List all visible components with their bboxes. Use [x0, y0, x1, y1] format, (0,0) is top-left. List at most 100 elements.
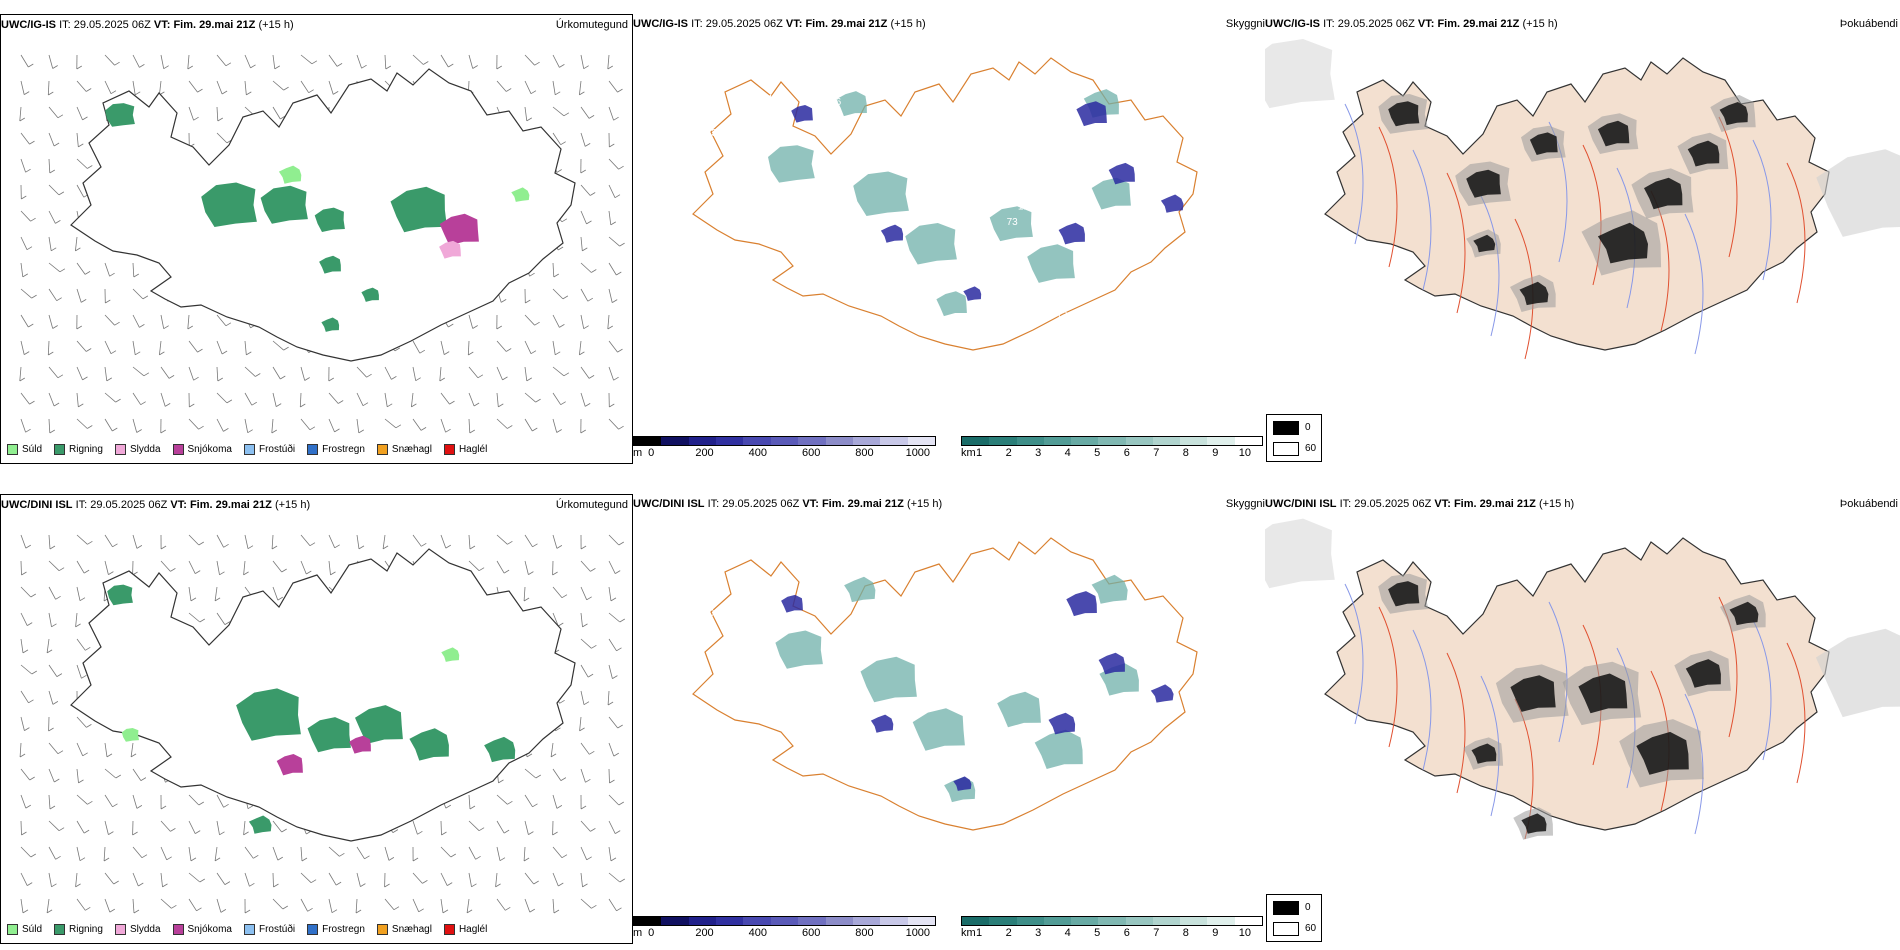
it-label: IT: [75, 499, 88, 511]
cloud-base-label: 80 [833, 697, 845, 708]
vt-label: VT: [1417, 18, 1435, 30]
colorbar-tick: 4 [1064, 447, 1071, 459]
fog-legend-label-60: 60 [1305, 443, 1317, 454]
precip-legend-item: Súld [7, 924, 42, 935]
cloud-base-label: 11 [922, 303, 933, 314]
legend-label: Rigning [69, 444, 103, 455]
legend-label: Frostúði [258, 924, 296, 935]
colorbar-segment [962, 437, 990, 445]
precip-legend-item: Snjókoma [172, 444, 232, 455]
colorbar-tick: 10 [1238, 447, 1251, 459]
colorbar-segment [770, 917, 799, 925]
lead-time: (+15 h) [906, 498, 943, 510]
precip-legend-item: Rigning [54, 924, 103, 935]
model-name: UWC/DINI ISL [1265, 498, 1337, 510]
colorbar-segment [634, 437, 662, 445]
legend-label: Súld [22, 444, 43, 455]
model-name: UWC/IG-IS [1, 19, 56, 31]
vt-value: Fim. 29.mai 21Z [821, 498, 904, 510]
colorbar-segment [1016, 437, 1044, 445]
cloud-base-label: 10 [793, 217, 805, 228]
cloud-base-label: 75 [1125, 282, 1137, 293]
it-value: 29.05.2025 06Z [705, 18, 783, 30]
colorbar-segment [661, 437, 689, 445]
colorbar-tick: 600 [801, 927, 821, 939]
colorbar-unit: m [633, 447, 643, 459]
vt-value: Fim. 29.mai 21Z [173, 19, 256, 31]
precip-legend: Súld Rigning Slydda Snjókoma Frostúði Frostre… [7, 924, 487, 935]
fog-legend-label-0: 0 [1305, 422, 1311, 433]
cloud-base-label: 61 [966, 92, 978, 103]
precip-legend: Súld Rigning Slydda Snjókoma Frostúði Frostre… [7, 444, 487, 455]
panel-header: UWC/DINI ISL IT: 29.05.2025 06Z VT: Fim.… [633, 498, 942, 510]
colorbar-segment [1016, 917, 1044, 925]
it-value: 29.05.2025 06Z [1337, 18, 1415, 30]
cloud-base-label: 10 [703, 608, 715, 619]
cloud-base-label: 12 [1056, 310, 1068, 321]
cloud-base-label: 90 [983, 196, 995, 207]
colorbar-tick: 5 [1094, 447, 1101, 459]
cloud-base-label: 11 [1173, 243, 1184, 254]
precip-legend-item: Snæhagl [376, 444, 432, 455]
model-name: UWC/IG-IS [633, 18, 688, 30]
colorbar-segment [798, 917, 826, 925]
fog-legend-swatch-60 [1273, 922, 1299, 936]
lead-time: (+15 h) [1522, 18, 1558, 30]
colorbar-segment [716, 437, 744, 445]
vt-value: Fim. 29.mai 21Z [189, 499, 272, 511]
precip-legend-item: Slydda [114, 924, 161, 935]
it-label: IT: [59, 19, 71, 31]
legend-label: Frostúði [258, 444, 296, 455]
colorbar-tick: 8 [1182, 927, 1189, 939]
fog-legend-label-60: 60 [1305, 923, 1317, 934]
colorbar-unit: km [961, 927, 976, 939]
cloud-base-label: 128 [1028, 619, 1045, 630]
colorbar-segment [1207, 437, 1235, 445]
vt-value: Fim. 29.mai 21Z [1437, 18, 1520, 30]
cloud-base-label: 80 [1016, 646, 1028, 657]
colorbar-tick: 6 [1123, 927, 1130, 939]
cloud-base-label: 25 [898, 568, 910, 579]
it-value: 29.05.2025 06Z [1354, 498, 1432, 510]
legend-swatch [7, 444, 18, 455]
legend-label: Snjókoma [187, 444, 232, 455]
legend-swatch [376, 444, 388, 455]
cloud-base-label: 18 [1057, 766, 1069, 777]
cloud-base-label: 31 [762, 94, 774, 105]
colorbar-segment [688, 917, 717, 925]
cloud-base-label: 150 [828, 679, 845, 690]
cloud-base-label: 76 [842, 263, 854, 274]
precip-legend-item: Frostúði [243, 444, 296, 455]
cloud-base-label: 100 [1021, 664, 1038, 675]
colorbar-tick: 6 [1123, 447, 1130, 459]
colorbar-tick: 800 [855, 927, 874, 939]
precip-legend-item: Snjókoma [172, 924, 232, 935]
colorbar-tick: 0 [648, 927, 655, 939]
colorbar-segment [1180, 917, 1208, 925]
vt-value: Fim. 29.mai 21Z [805, 18, 888, 30]
vt-value: Fim. 29.mai 21Z [1453, 498, 1536, 510]
vt-label: VT: [1434, 498, 1451, 510]
precip-map [19, 534, 626, 914]
colorbar-segment [743, 917, 771, 925]
cloud-base-label: 58 [898, 88, 910, 99]
precip-legend-item: Slydda [114, 444, 161, 455]
colorbar-segment [1152, 437, 1181, 445]
precip-legend-item: Snæhagl [376, 924, 432, 935]
cloud-base-label: 12 [838, 73, 850, 84]
colorbar-segment [825, 437, 853, 445]
legend-swatch [54, 444, 66, 455]
colorbar-tick: 4 [1064, 927, 1071, 939]
precip-legend-item: Haglél [443, 924, 487, 935]
fog-legend: 0 60 [1266, 414, 1322, 462]
panel-header: UWC/IG-IS IT: 29.05.2025 06Z VT: Fim. 29… [1265, 18, 1558, 30]
cloud-base-panel-1: UWC/IG-IS IT: 29.05.2025 06Z VT: Fim. 29… [633, 14, 1265, 464]
lead-time: (+15 h) [274, 499, 311, 511]
fog-legend: 0 60 [1266, 894, 1322, 942]
cloud-base-label: 12 [1031, 139, 1043, 150]
colorbar-segment [798, 437, 826, 445]
legend-swatch [307, 924, 319, 935]
colorbar-tick: 5 [1094, 927, 1101, 939]
cloud-base-label: 143 [700, 128, 717, 139]
cloud-base-label: 11 [922, 783, 933, 794]
